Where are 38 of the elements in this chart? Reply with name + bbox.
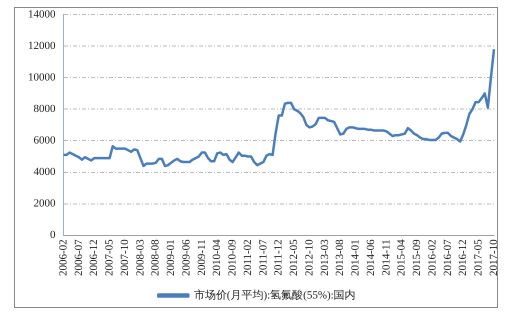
x-tick-label: 2006-02 bbox=[57, 239, 70, 276]
x-tick-label: 2006-07 bbox=[72, 238, 85, 276]
x-tick-label: 2007-05 bbox=[104, 238, 116, 276]
x-tick-label: 2013-03 bbox=[318, 238, 331, 276]
legend-label: 市场价(月平均):氢氟酸(55%):国内 bbox=[194, 288, 356, 302]
x-tick-label: 2011-02 bbox=[242, 239, 254, 276]
x-tick-label: 2010-09 bbox=[226, 238, 239, 276]
x-tick-label: 2017-05 bbox=[472, 238, 485, 276]
x-tick-label: 2009-06 bbox=[180, 238, 192, 276]
y-tick-label: 0 bbox=[50, 229, 56, 242]
x-tick-label: 2014-06 bbox=[364, 238, 377, 276]
x-tick-label: 2011-12 bbox=[272, 239, 285, 276]
y-tick-label: 10000 bbox=[28, 72, 56, 84]
x-tick-label: 2016-07 bbox=[442, 238, 454, 276]
x-tick-label: 2008-03 bbox=[134, 238, 146, 276]
x-tick-label: 2016-02 bbox=[426, 239, 438, 276]
x-tick-label: 2009-01 bbox=[165, 239, 178, 276]
x-tick-label: 2008-08 bbox=[150, 238, 162, 276]
x-tick-label: 2014-11 bbox=[380, 239, 392, 276]
x-tick-label: 2011-07 bbox=[257, 238, 270, 276]
x-tick-label: 2012-10 bbox=[303, 238, 316, 276]
x-tick-label: 2016-12 bbox=[457, 239, 470, 276]
y-tick-label: 6000 bbox=[34, 134, 56, 147]
x-tick-label: 2006-12 bbox=[88, 239, 100, 276]
x-tick-label: 2009-11 bbox=[196, 239, 208, 276]
x-tick-label: 2007-10 bbox=[118, 238, 131, 276]
x-tick-label: 2012-05 bbox=[288, 238, 300, 276]
y-tick-label: 4000 bbox=[34, 166, 56, 178]
y-tick-label: 14000 bbox=[28, 8, 56, 20]
x-tick-label: 2015-09 bbox=[411, 238, 424, 276]
x-tick-label: 2015-04 bbox=[396, 238, 408, 276]
x-tick-label: 2017-10 bbox=[488, 238, 500, 276]
y-tick-label: 8000 bbox=[34, 103, 56, 116]
x-tick-label: 2014-01 bbox=[350, 239, 362, 276]
x-tick-label: 2013-08 bbox=[334, 238, 346, 276]
x-tick-label: 2010-04 bbox=[211, 238, 224, 276]
y-tick-label: 12000 bbox=[28, 40, 56, 52]
y-tick-label: 2000 bbox=[34, 198, 56, 210]
